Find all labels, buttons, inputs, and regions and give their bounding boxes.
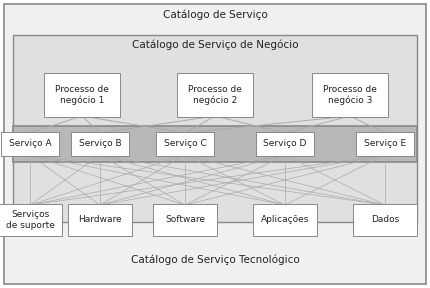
FancyBboxPatch shape — [13, 126, 417, 162]
FancyBboxPatch shape — [13, 35, 417, 222]
Text: Serviço A: Serviço A — [9, 139, 51, 149]
Text: Serviço E: Serviço E — [364, 139, 406, 149]
Text: Catálogo de Serviço de Negócio: Catálogo de Serviço de Negócio — [132, 39, 298, 50]
Text: Dados: Dados — [371, 215, 399, 225]
Text: Processo de
negócio 2: Processo de negócio 2 — [188, 85, 242, 105]
FancyBboxPatch shape — [44, 73, 120, 117]
FancyBboxPatch shape — [68, 204, 132, 236]
Text: Hardware: Hardware — [78, 215, 122, 225]
Text: Serviço C: Serviço C — [164, 139, 206, 149]
FancyBboxPatch shape — [353, 204, 417, 236]
FancyBboxPatch shape — [156, 132, 214, 156]
Text: Aplicações: Aplicações — [261, 215, 309, 225]
FancyBboxPatch shape — [256, 132, 314, 156]
Text: Serviço B: Serviço B — [79, 139, 121, 149]
FancyBboxPatch shape — [177, 73, 253, 117]
FancyBboxPatch shape — [356, 132, 414, 156]
FancyBboxPatch shape — [253, 204, 317, 236]
FancyBboxPatch shape — [153, 204, 217, 236]
FancyBboxPatch shape — [1, 132, 59, 156]
Text: Processo de
negócio 3: Processo de negócio 3 — [323, 85, 377, 105]
Text: Software: Software — [165, 215, 205, 225]
Text: Serviços
de suporte: Serviços de suporte — [6, 210, 55, 230]
Text: Processo de
negócio 1: Processo de negócio 1 — [55, 85, 109, 105]
FancyBboxPatch shape — [0, 204, 62, 236]
FancyBboxPatch shape — [71, 132, 129, 156]
Text: Serviço D: Serviço D — [263, 139, 307, 149]
Text: Catálogo de Serviço Tecnológico: Catálogo de Serviço Tecnológico — [131, 255, 299, 265]
FancyBboxPatch shape — [312, 73, 388, 117]
FancyBboxPatch shape — [4, 4, 426, 284]
Text: Catálogo de Serviço: Catálogo de Serviço — [163, 10, 267, 20]
